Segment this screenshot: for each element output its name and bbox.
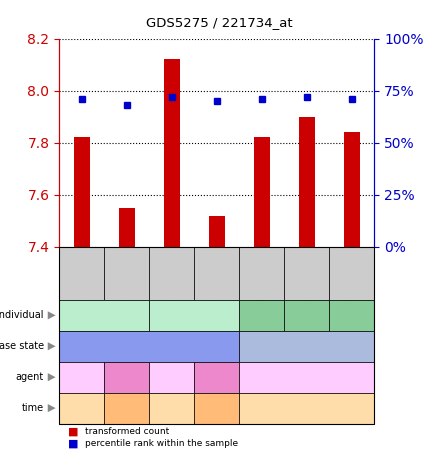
Text: percentile rank within the sample: percentile rank within the sample xyxy=(85,439,239,448)
Text: GDS5275 / 221734_at: GDS5275 / 221734_at xyxy=(146,16,292,29)
Text: control
subject 1: control subject 1 xyxy=(240,304,284,326)
Text: ruxolini
tib: ruxolini tib xyxy=(111,367,142,387)
Text: untreated
ed: untreated ed xyxy=(151,367,193,387)
Text: transformed count: transformed count xyxy=(85,427,170,436)
Text: time: time xyxy=(21,403,44,413)
Text: week 0: week 0 xyxy=(64,403,99,413)
Text: alopecia areata: alopecia areata xyxy=(111,341,187,351)
Bar xyxy=(344,132,360,247)
Text: week 12: week 12 xyxy=(106,403,147,413)
Text: ruxolini
tib: ruxolini tib xyxy=(201,367,233,387)
Bar xyxy=(119,208,134,247)
Text: agent: agent xyxy=(16,372,44,382)
Text: week 0: week 0 xyxy=(290,403,325,413)
Text: disease state: disease state xyxy=(0,341,44,351)
Text: week 12: week 12 xyxy=(196,403,237,413)
Text: patient 1: patient 1 xyxy=(82,310,126,320)
Text: patient 2: patient 2 xyxy=(172,310,216,320)
Bar xyxy=(164,59,180,247)
Text: untreated
ed: untreated ed xyxy=(61,367,102,387)
Bar xyxy=(74,137,89,247)
Text: control
subject 3: control subject 3 xyxy=(329,304,374,326)
Text: normal: normal xyxy=(290,341,324,351)
Text: week 0: week 0 xyxy=(154,403,189,413)
Text: ■: ■ xyxy=(68,439,78,449)
Bar xyxy=(254,137,270,247)
Bar xyxy=(209,216,225,247)
Text: ■: ■ xyxy=(68,426,78,436)
Text: control
subject 2: control subject 2 xyxy=(284,304,329,326)
Text: individual: individual xyxy=(0,310,44,320)
Bar xyxy=(299,116,315,247)
Text: untreated: untreated xyxy=(286,373,328,382)
